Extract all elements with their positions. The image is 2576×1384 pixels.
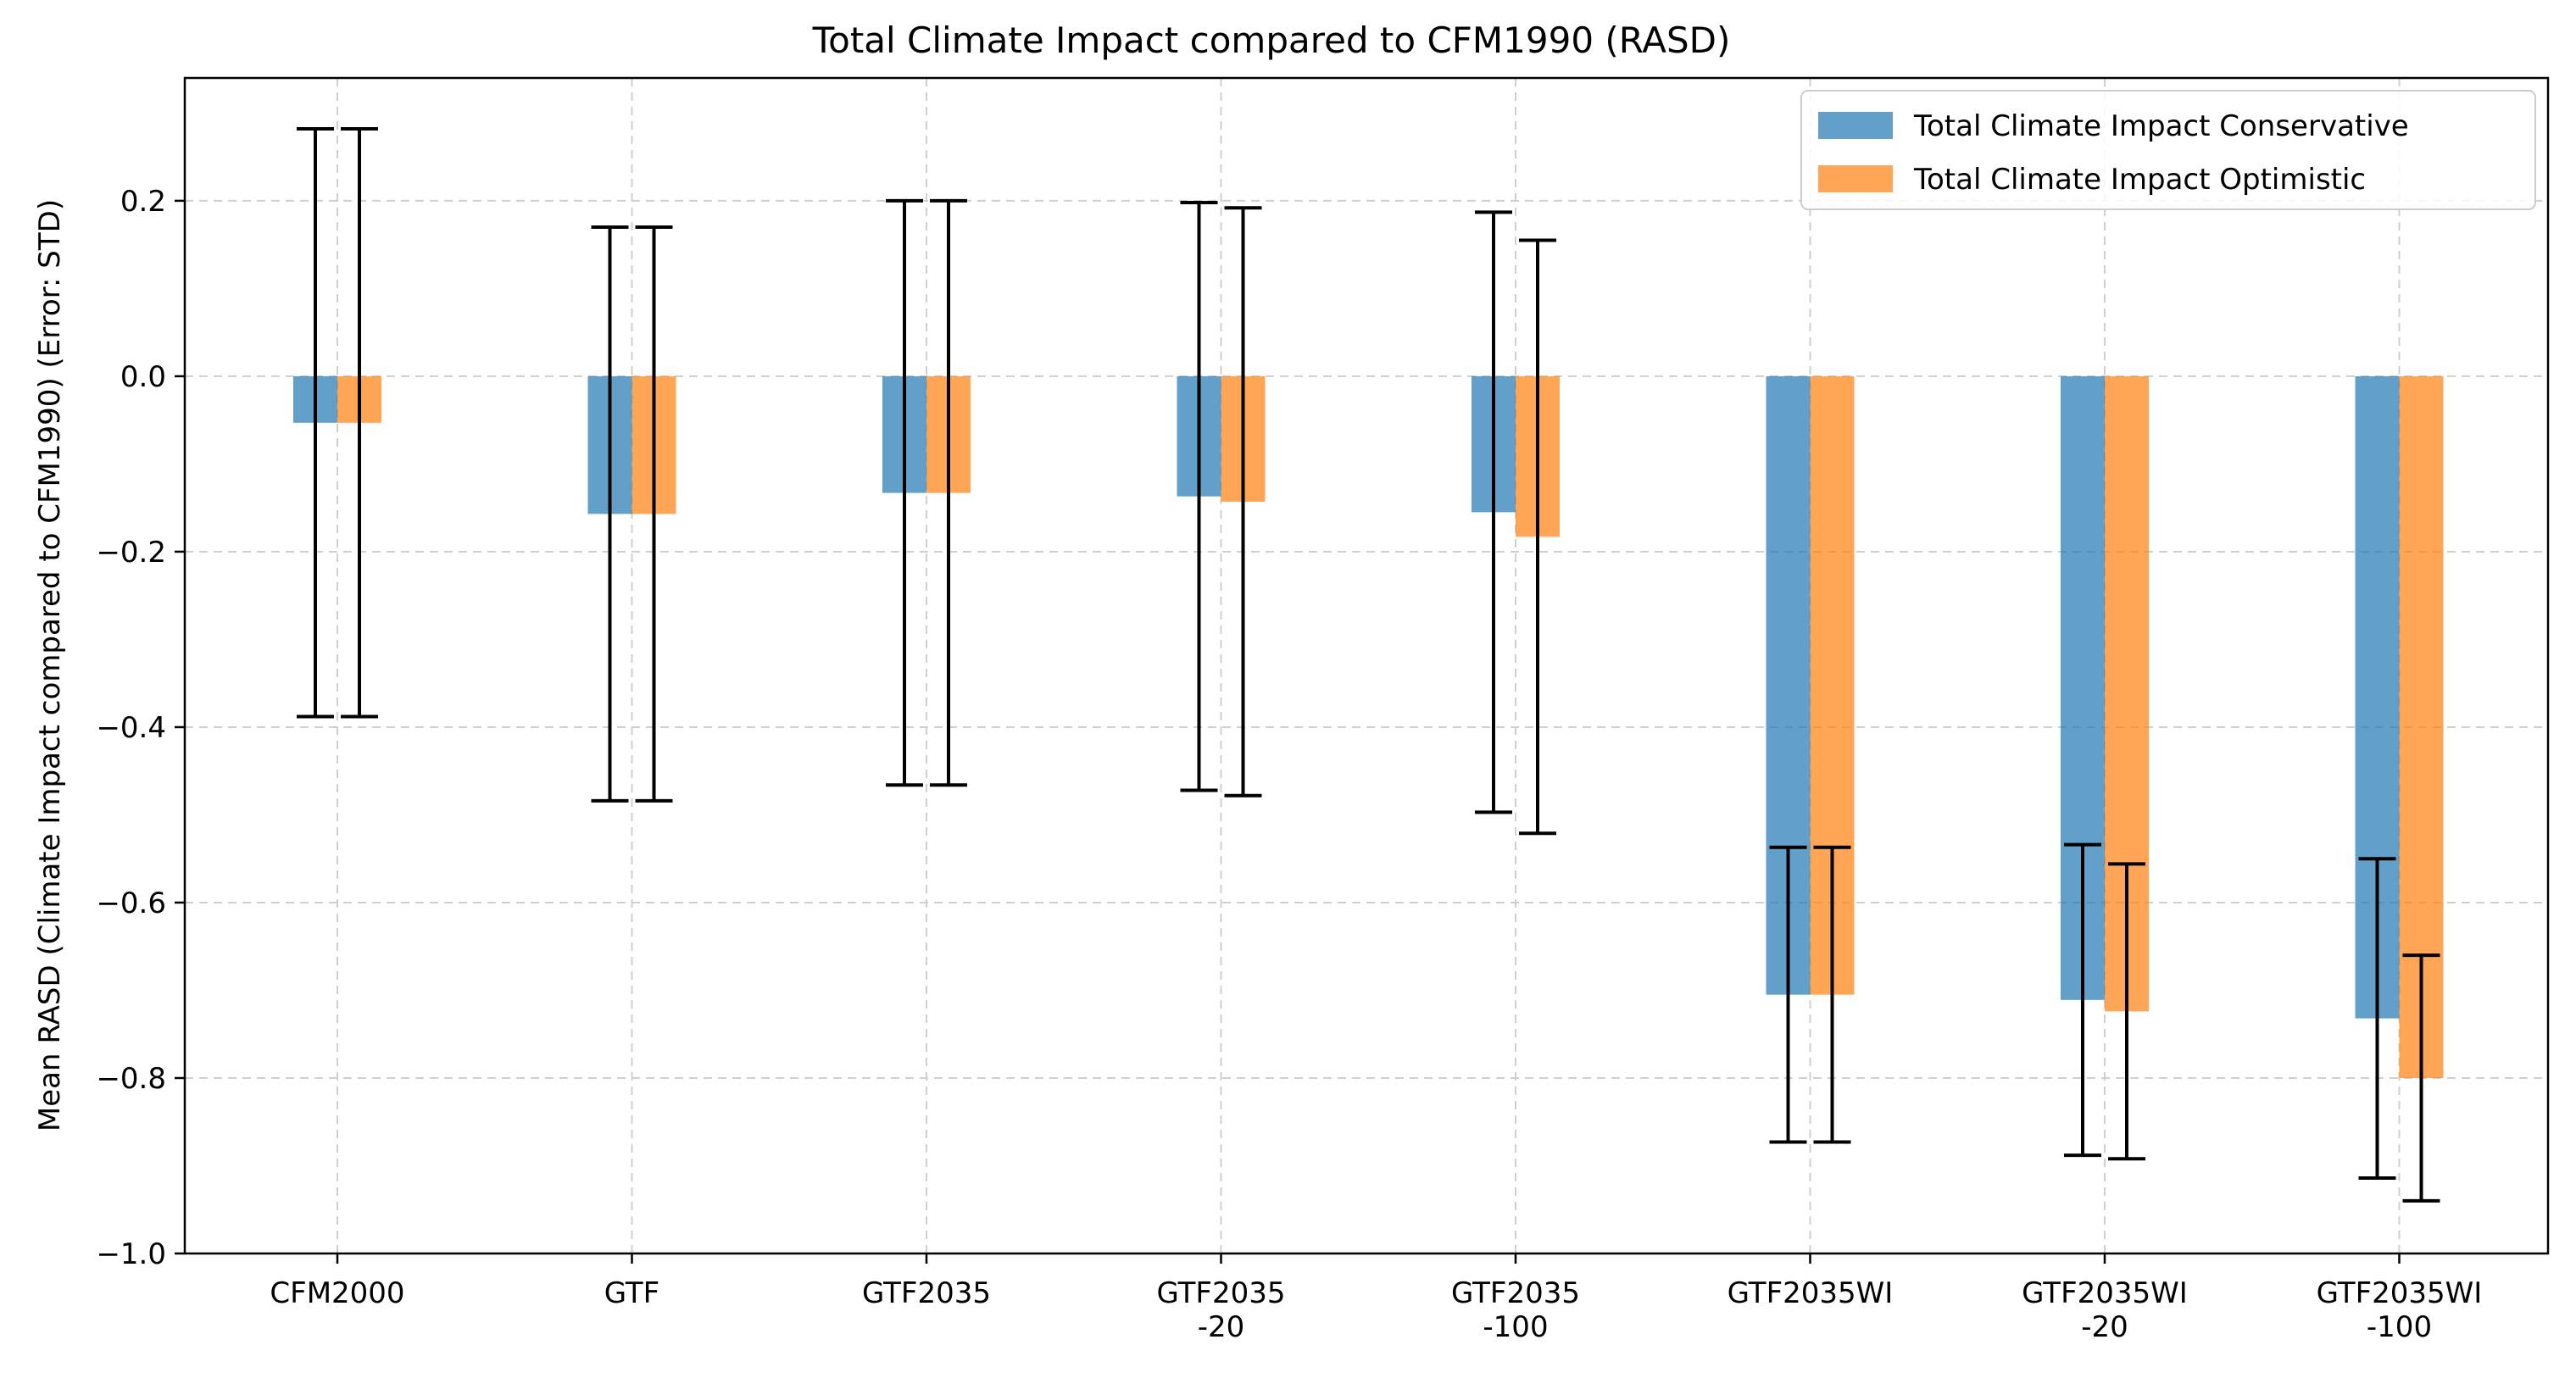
x-tick-label-line: -20	[2081, 1310, 2128, 1344]
x-tick-label: GTF2035	[862, 1276, 991, 1310]
x-tick-label: GTF2035WI -100	[2317, 1276, 2483, 1344]
x-tick-label-line: GTF2035	[1157, 1276, 1286, 1310]
x-tick-label-line: CFM2000	[270, 1276, 404, 1310]
x-tick-label: GTF2035WI -20	[2022, 1276, 2188, 1344]
legend: Total Climate Impact Conservative Total C…	[1800, 90, 2536, 210]
x-tick-label: GTF	[604, 1276, 659, 1310]
legend-label: Total Climate Impact Optimistic	[1913, 163, 2366, 197]
x-tick-label-line: GTF	[604, 1276, 659, 1310]
x-tick-label: GTF2035 -20	[1157, 1276, 1286, 1344]
x-tick-label-line: -100	[1483, 1310, 1548, 1344]
legend-swatch	[1818, 112, 1893, 139]
x-tick-label-line: GTF2035WI	[2022, 1276, 2188, 1310]
x-tick-label-line: GTF2035	[1451, 1276, 1580, 1310]
x-tick-label-line: GTF2035	[862, 1276, 991, 1310]
y-axis-label: Mean RASD (Climate Impact compared to CF…	[33, 199, 67, 1131]
x-tick-label: GTF2035 -100	[1451, 1276, 1580, 1344]
y-tick-label: −0.4	[96, 711, 166, 745]
y-axis: −1.0 −0.8 −0.6 −0.4 −0.2 0.0 0.2	[96, 185, 185, 1271]
x-tick-label: CFM2000	[270, 1276, 404, 1310]
legend-label: Total Climate Impact Conservative	[1913, 109, 2409, 143]
x-tick-label-line: -20	[1198, 1310, 1245, 1344]
legend-swatch	[1818, 165, 1893, 192]
y-tick-label: −0.8	[96, 1062, 166, 1096]
legend-box	[1800, 90, 2536, 210]
plot-area-frame	[183, 76, 2550, 1255]
x-tick-label-line: GTF2035WI	[2317, 1276, 2483, 1310]
y-tick-label: −0.6	[96, 887, 166, 920]
x-tick-label: GTF2035WI	[1728, 1276, 1894, 1310]
y-tick-label: −0.2	[96, 536, 166, 570]
y-tick-label: 0.2	[120, 185, 166, 219]
y-tick-label: −1.0	[96, 1237, 166, 1271]
error-bars	[297, 127, 2440, 1203]
x-tick-label-line: GTF2035WI	[1728, 1276, 1894, 1310]
grid	[185, 78, 2548, 1254]
chart-title: Total Climate Impact compared to CFM1990…	[812, 19, 1731, 61]
x-tick-label-line: -100	[2367, 1310, 2432, 1344]
y-tick-label: 0.0	[120, 360, 166, 394]
